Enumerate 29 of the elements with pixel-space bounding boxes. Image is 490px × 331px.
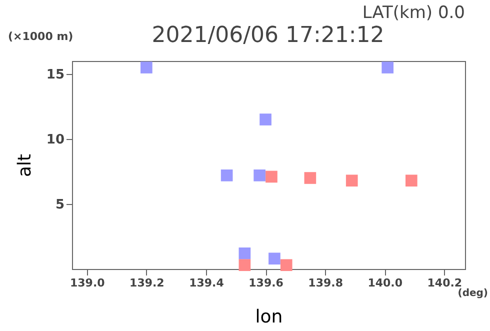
point: [304, 172, 316, 184]
y-tick-label: 10: [46, 132, 64, 148]
point: [238, 259, 251, 272]
y-tick-label: 5: [55, 198, 64, 212]
text: LAT(km) 0.0: [362, 3, 465, 23]
point: [346, 174, 358, 187]
x-tick-label: 139.0: [70, 276, 106, 290]
y-tick-label: 15: [46, 68, 64, 82]
point: [405, 174, 418, 187]
text: (deg): [458, 288, 488, 299]
point: [238, 247, 251, 260]
point: [266, 170, 278, 183]
point: [220, 169, 233, 182]
x-tick-label: 139.4: [189, 276, 224, 290]
point: [280, 259, 292, 272]
x-tick-label: 139.6: [248, 276, 284, 290]
x-tick-label: 140.2: [427, 276, 462, 290]
y-axis-title: alt: [14, 154, 36, 178]
text: (×1000 m): [8, 30, 74, 43]
x-axis-title: lon: [255, 306, 283, 328]
point: [268, 252, 280, 265]
x-tick-label: 139.2: [130, 276, 164, 290]
point: [254, 169, 266, 182]
chart-title: 2021/06/06 17:21:12: [152, 23, 384, 48]
point: [260, 114, 272, 126]
x-tick-label: 140.0: [368, 276, 403, 290]
point: [382, 62, 394, 74]
x-tick-label: 139.8: [308, 276, 343, 290]
point: [140, 62, 152, 74]
